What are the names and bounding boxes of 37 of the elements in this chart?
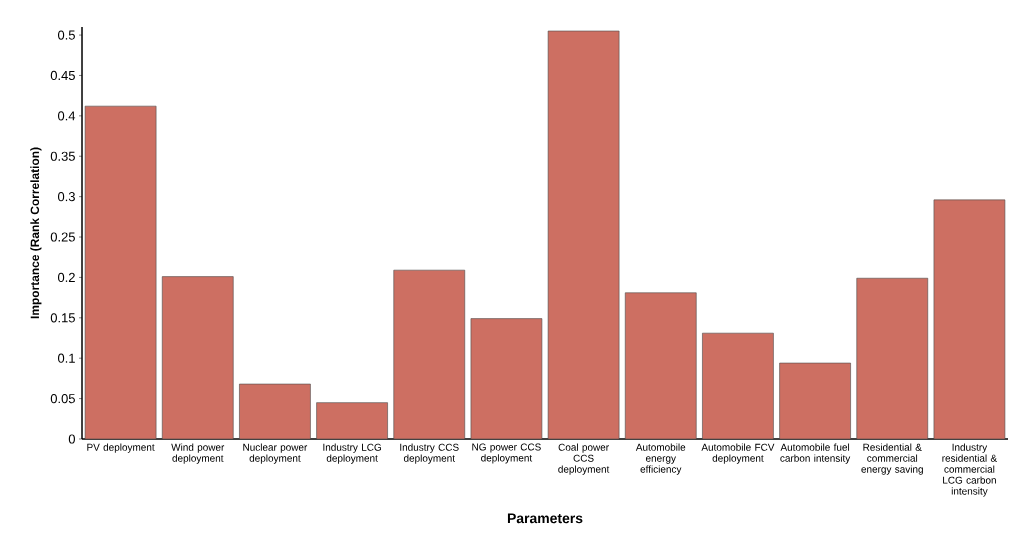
y-tick-label: 0.05 <box>50 394 75 404</box>
x-tick-label: Industry LCG deployment <box>323 443 381 464</box>
x-tick-label: Automobile FCV deployment <box>701 443 775 464</box>
y-tick-label: 0.15 <box>50 313 75 323</box>
y-tick-label: 0 <box>68 434 75 444</box>
x-tick-label: Wind power deployment <box>171 443 225 464</box>
bar <box>239 383 311 440</box>
y-axis-title: Importance (Rank Correlation) <box>30 147 42 319</box>
x-axis-title: Parameters <box>507 513 583 524</box>
bar <box>161 276 234 440</box>
bar <box>393 269 466 440</box>
x-tick-label: Automobile fuel carbon intensity <box>780 443 851 464</box>
bar <box>702 332 774 440</box>
x-tick-label: NG power CCS deployment <box>472 443 541 464</box>
bar <box>470 318 543 440</box>
y-tick-label: 0.25 <box>50 232 75 242</box>
bar <box>316 402 388 440</box>
x-tick-label: PV deployment <box>87 443 155 453</box>
y-tick-label: 0.45 <box>50 70 75 81</box>
bar <box>779 362 851 440</box>
bar <box>84 105 157 440</box>
x-tick-label: Coal power CCS deployment <box>558 443 610 475</box>
x-tick-label: Automobile energy efficiency <box>635 443 686 475</box>
bar <box>856 277 929 440</box>
y-tick-label: 0.3 <box>57 192 75 202</box>
x-tick-label: Industry residential & commercial LCG carbon intensity <box>942 443 997 497</box>
x-tick-label: Nuclear power deployment <box>243 443 308 464</box>
y-tick-label: 0.2 <box>57 272 75 282</box>
y-tick-label: 0.4 <box>57 111 76 121</box>
y-tick-label: 0.5 <box>57 30 75 40</box>
y-tick-label: 0.35 <box>50 151 75 161</box>
y-tick-label: 0.1 <box>57 353 75 363</box>
bar <box>547 30 620 440</box>
x-tick-label: Industry CCS deployment <box>400 443 459 464</box>
bar <box>933 199 1006 440</box>
bar <box>624 292 697 440</box>
x-tick-label: Residential & commercial energy saving <box>861 443 923 475</box>
